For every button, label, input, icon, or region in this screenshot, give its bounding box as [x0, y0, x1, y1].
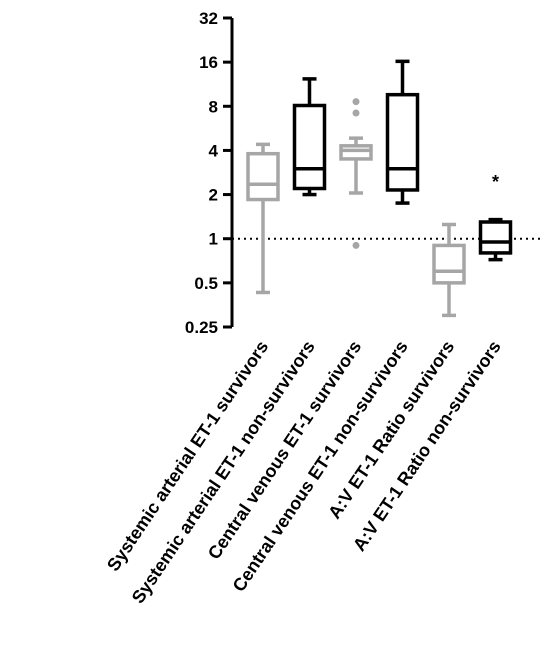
iqr-box	[432, 243, 466, 285]
significance-asterisk: *	[492, 172, 499, 192]
outlier-point	[352, 109, 360, 117]
iqr-box	[385, 92, 420, 192]
box-2	[292, 77, 327, 197]
box-6	[478, 217, 513, 262]
y-tick-label: 8	[209, 97, 218, 116]
category-label: Systemic arterial ET-1 non-survivors	[128, 337, 319, 607]
iqr-box	[292, 103, 327, 191]
annotations: *	[492, 172, 499, 192]
category-label: Central venous ET-1 non-survivors	[229, 337, 412, 595]
box-4	[385, 59, 420, 205]
iqr-box	[339, 144, 373, 161]
y-tick-label: 32	[199, 9, 218, 28]
iqr-box	[478, 220, 513, 255]
boxes	[246, 59, 513, 318]
y-tick-label: 2	[209, 186, 218, 205]
y-tick-label: 4	[209, 141, 219, 160]
y-tick-label: 16	[199, 53, 218, 72]
outlier-point	[352, 98, 360, 106]
box-1	[246, 142, 280, 295]
box-3	[339, 98, 373, 249]
iqr-box	[246, 151, 280, 202]
category-labels: Systemic arterial ET-1 survivorsSystemic…	[103, 337, 505, 607]
y-tick-label: 1	[209, 230, 218, 249]
y-axis: 0.25 0.5 1 2 4 8 16 32	[185, 9, 234, 337]
box-5	[432, 222, 466, 318]
outlier-point	[352, 241, 360, 249]
y-tick-label: 0.25	[185, 318, 218, 337]
y-tick-label: 0.5	[194, 274, 218, 293]
